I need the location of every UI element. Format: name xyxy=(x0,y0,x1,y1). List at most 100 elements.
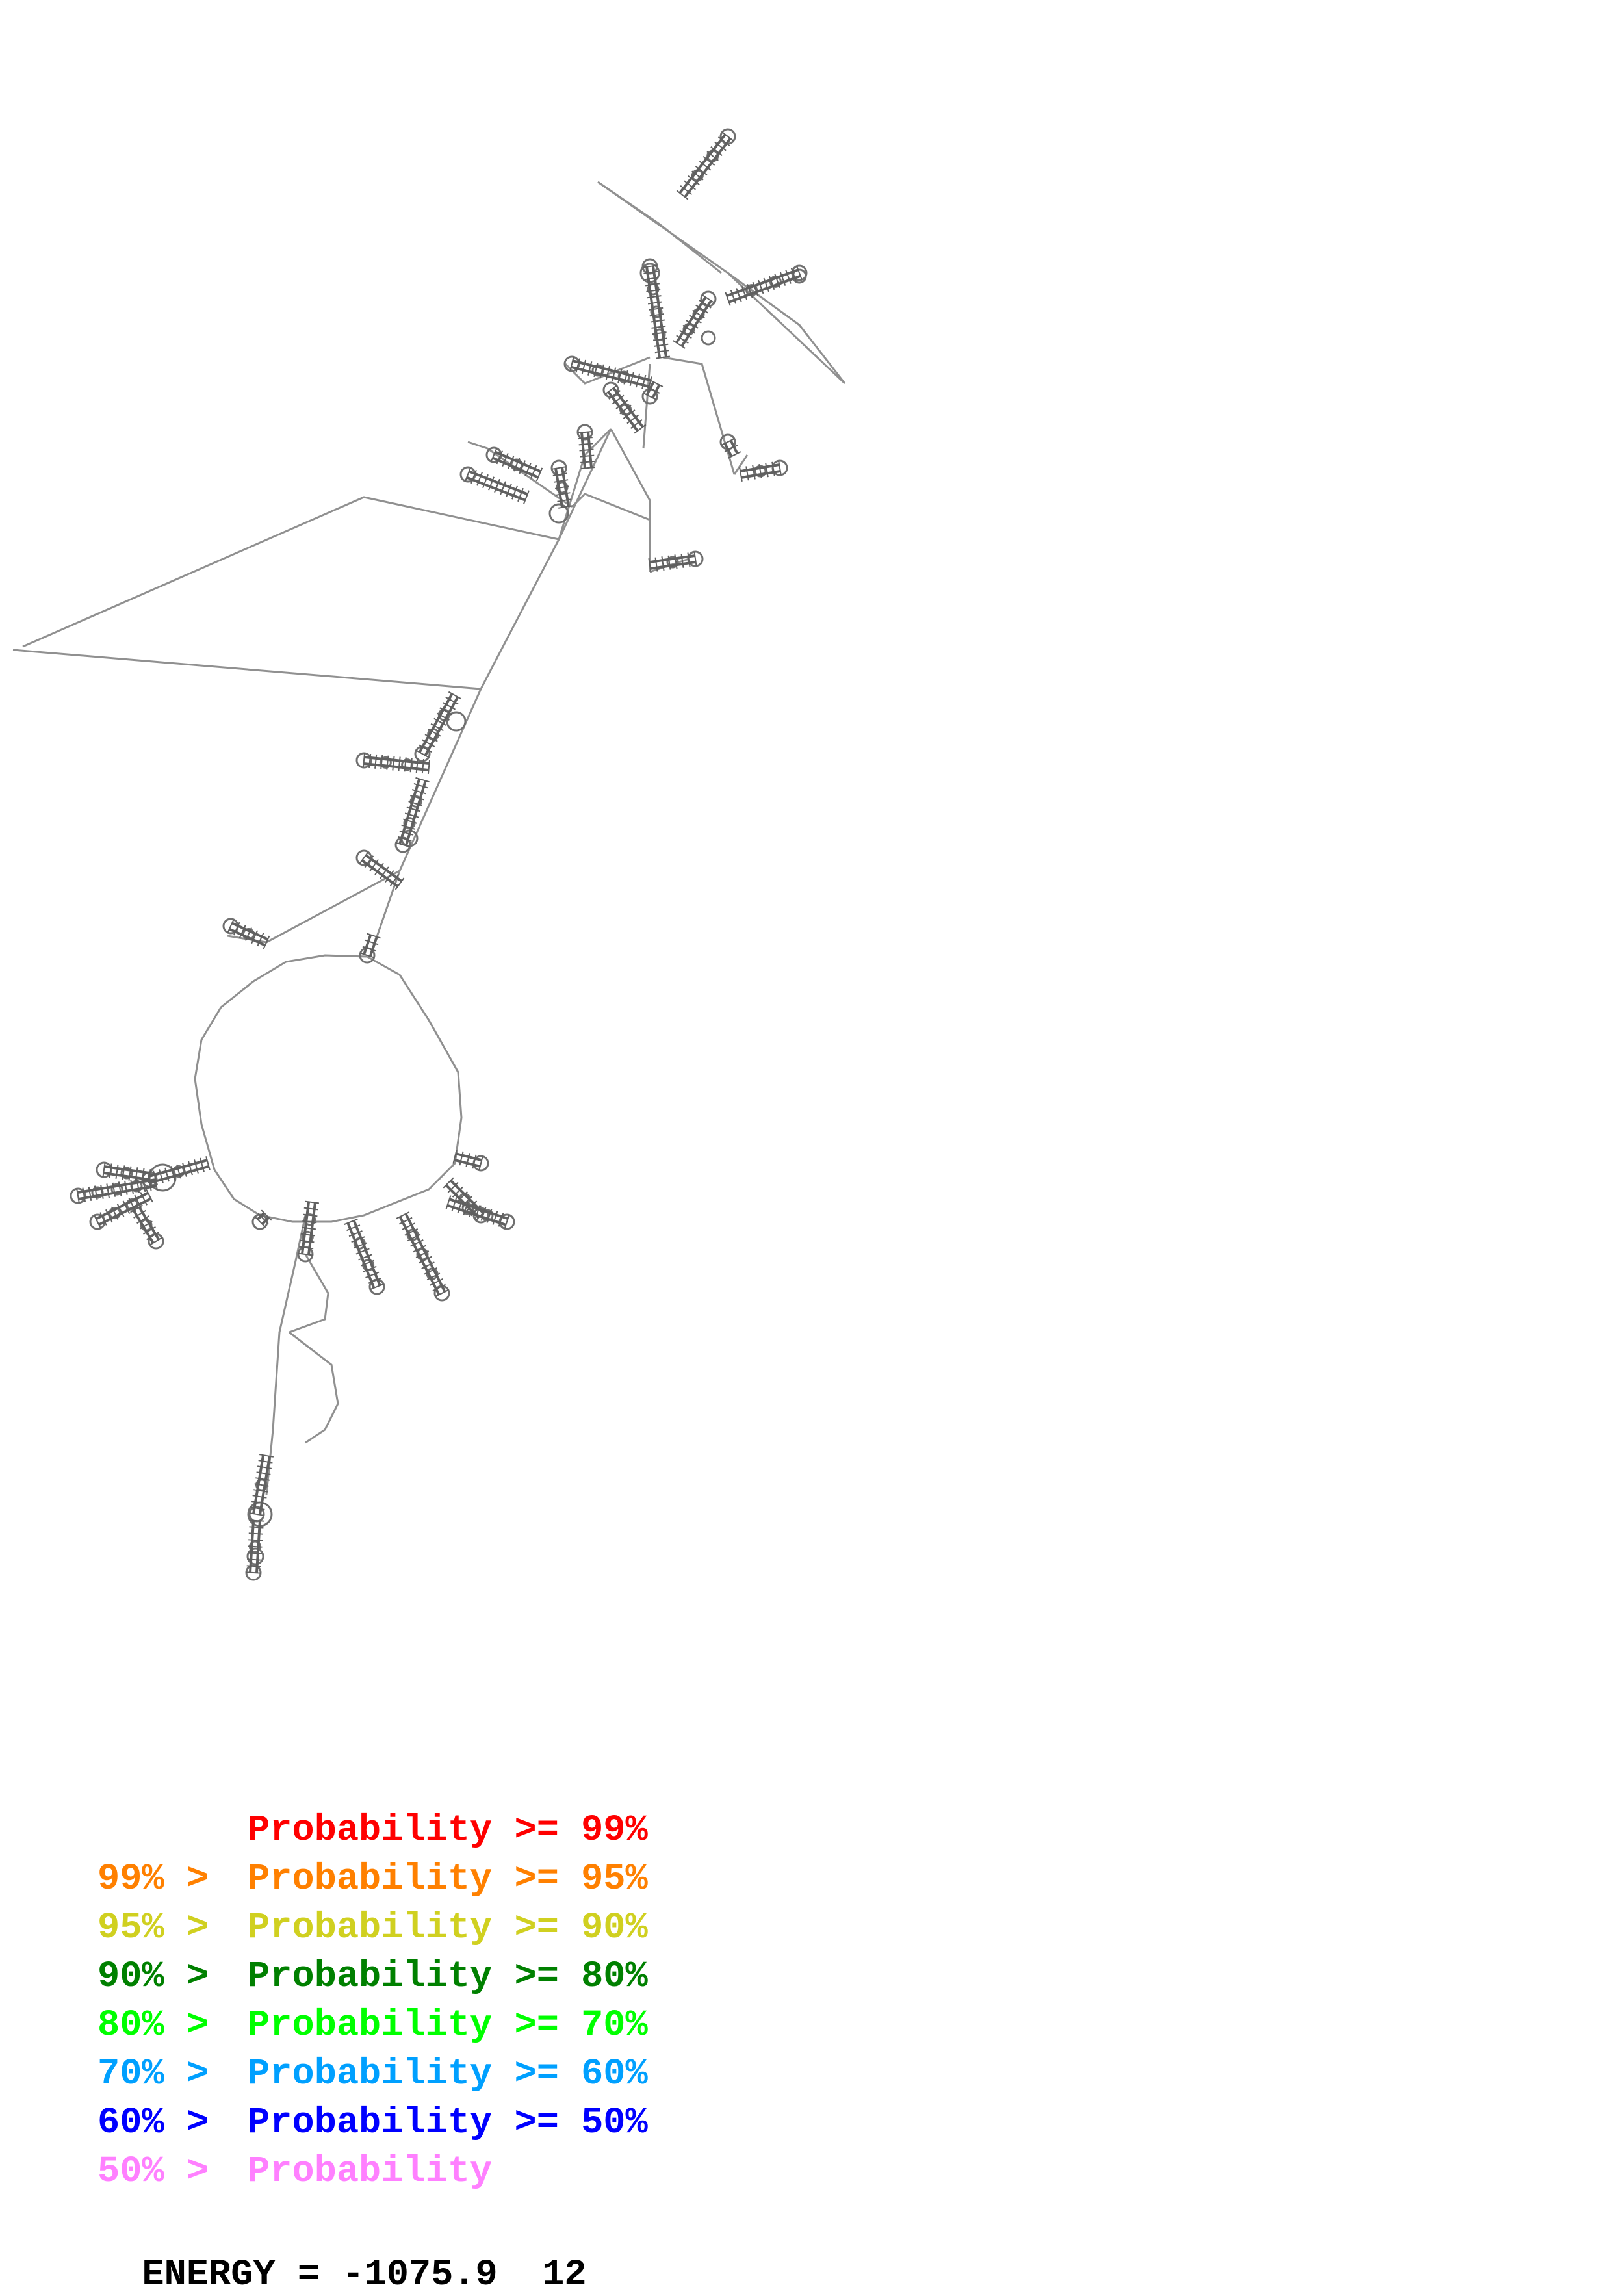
base-pair xyxy=(439,707,453,716)
base-pair xyxy=(200,1157,205,1172)
legend-probability-label: Probability xyxy=(248,1859,493,1900)
base-pair xyxy=(652,331,667,335)
base-pair xyxy=(413,1245,427,1253)
helix-strand xyxy=(78,1184,157,1200)
base-pair xyxy=(494,478,500,493)
helix-strand xyxy=(571,365,650,388)
helix xyxy=(359,851,405,890)
base-pair xyxy=(188,1161,193,1176)
base-pair xyxy=(623,409,636,419)
base-pair xyxy=(478,1156,483,1170)
base-pair xyxy=(394,877,405,890)
base-pair xyxy=(396,1211,410,1219)
base-pair xyxy=(415,749,430,758)
base-pair xyxy=(684,180,696,190)
base-pair xyxy=(301,1226,316,1230)
base-pair xyxy=(360,952,374,959)
base-pair xyxy=(593,363,599,378)
base-pair xyxy=(682,324,695,334)
base-pair xyxy=(490,448,498,462)
helix xyxy=(739,460,782,482)
base-pair xyxy=(164,1167,170,1182)
helix xyxy=(452,1150,483,1170)
base-pair xyxy=(643,393,657,400)
base-pair xyxy=(587,361,593,376)
internal-loop xyxy=(120,1167,133,1180)
base-pair xyxy=(741,286,748,300)
base-pair xyxy=(465,467,471,482)
base-pair xyxy=(519,460,526,474)
internal-loop xyxy=(255,1478,268,1491)
base-pair xyxy=(348,1230,363,1237)
helix xyxy=(94,1189,153,1229)
base-pair xyxy=(362,753,366,768)
legend-row: 90% > Probability >= 80% xyxy=(97,1953,648,2002)
base-pair xyxy=(581,359,587,374)
base-pair xyxy=(362,946,377,952)
base-pair xyxy=(407,1233,421,1242)
base-pair xyxy=(513,458,521,472)
base-pair xyxy=(374,862,384,875)
base-pair xyxy=(106,1183,110,1198)
base-pair xyxy=(608,390,621,400)
base-pair xyxy=(725,292,731,306)
base-pair xyxy=(403,818,417,824)
base-pair xyxy=(410,1239,424,1247)
helix xyxy=(396,1211,449,1297)
base-pair xyxy=(148,1168,151,1184)
base-pair xyxy=(102,1162,106,1178)
internal-loop xyxy=(591,364,604,377)
helix xyxy=(246,1519,264,1574)
base-pair xyxy=(730,290,737,304)
base-pair xyxy=(140,1220,153,1230)
energy-spacer xyxy=(498,2254,542,2296)
multiloop-backbone xyxy=(194,954,463,1223)
base-pair xyxy=(629,372,634,386)
base-pair xyxy=(370,1283,384,1291)
base-pair xyxy=(717,136,730,147)
legend-upper-bound: 80% > xyxy=(97,2005,209,2046)
base-pair xyxy=(463,1201,469,1215)
base-pair xyxy=(233,922,240,936)
helix-strand xyxy=(445,1184,480,1219)
legend-upper-bound: 90% > xyxy=(97,1956,209,1998)
base-pair xyxy=(714,141,727,151)
legend-lower-bound: >= 90% xyxy=(514,1907,648,1949)
base-pair xyxy=(359,851,369,864)
base-pair xyxy=(758,279,764,294)
base-pair xyxy=(447,1181,459,1193)
base-pair xyxy=(496,450,504,465)
base-pair xyxy=(374,754,378,769)
base-pair xyxy=(443,1177,454,1189)
base-pair xyxy=(739,467,743,482)
base-pair xyxy=(353,1242,368,1249)
helix-strand xyxy=(368,936,378,957)
base-pair xyxy=(647,301,663,305)
base-pair xyxy=(141,1168,145,1183)
legend-lower-bound: >= 70% xyxy=(514,2005,648,2046)
base-pair xyxy=(99,1212,107,1226)
base-pair xyxy=(502,452,509,467)
base-pair xyxy=(461,1196,473,1207)
base-pair xyxy=(646,386,660,394)
base-pair xyxy=(617,368,623,383)
base-pair xyxy=(133,1209,146,1219)
helix-strand xyxy=(651,266,667,357)
base-pair xyxy=(261,1209,272,1221)
base-pair xyxy=(143,1226,156,1235)
base-pair xyxy=(774,274,780,288)
base-pair xyxy=(88,1186,92,1201)
base-pair xyxy=(451,1197,458,1211)
base-pair xyxy=(136,1178,140,1193)
base-pair xyxy=(551,466,567,470)
legend-spacer xyxy=(492,1810,514,1851)
base-pair xyxy=(368,753,372,768)
base-pair xyxy=(411,789,426,795)
hairpin-loop xyxy=(563,355,580,372)
base-pair xyxy=(100,1184,104,1199)
base-pair xyxy=(346,1224,361,1232)
energy-value: -1075.9 xyxy=(342,2254,498,2296)
base-pair xyxy=(554,485,570,489)
base-pair xyxy=(646,289,661,292)
